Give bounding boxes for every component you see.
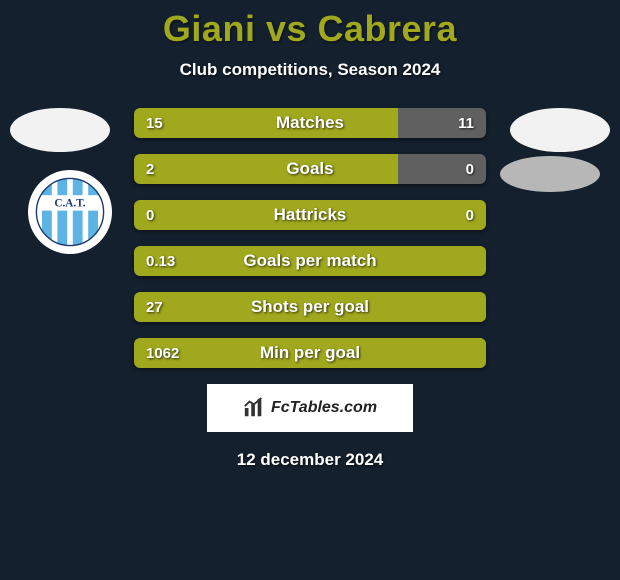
club-initials: C.A.T. (54, 197, 85, 209)
stat-label: Shots per goal (134, 292, 486, 322)
stat-value-left: 1062 (134, 338, 191, 368)
stat-row: Goals per match0.13 (134, 246, 486, 276)
bar-container: Matches1511Goals20Hattricks00Goals per m… (134, 108, 486, 368)
branding-text: FcTables.com (271, 399, 377, 417)
stat-value-left: 0 (134, 200, 166, 230)
stat-value-left: 15 (134, 108, 175, 138)
page-title: Giani vs Cabrera (0, 0, 620, 50)
stat-row: Matches15 11 (134, 108, 486, 138)
stat-value-left: 27 (134, 292, 175, 322)
stat-label: Hattricks (134, 200, 486, 230)
date-text: 12 december 2024 (0, 450, 620, 470)
stat-value-right: 0 (454, 154, 486, 184)
stat-label: Goals (134, 154, 486, 184)
club-badge: C.A.T. (28, 170, 112, 254)
stat-value-right: 11 (446, 108, 486, 138)
stat-row: Shots per goal27 (134, 292, 486, 322)
chart-icon (243, 397, 265, 419)
stat-label: Matches (134, 108, 486, 138)
branding-box: FcTables.com (207, 384, 413, 432)
stat-value-left: 0.13 (134, 246, 187, 276)
player-left-oval (10, 108, 110, 152)
stat-value-right: 0 (454, 200, 486, 230)
club-crest-icon: C.A.T. (35, 177, 105, 247)
stat-row: Hattricks0 0 (134, 200, 486, 230)
stat-row: Goals2 0 (134, 154, 486, 184)
player-right-oval (510, 108, 610, 152)
subtitle: Club competitions, Season 2024 (0, 60, 620, 80)
comparison-chart: C.A.T. Matches1511Goals20Hattricks00Goal… (0, 108, 620, 368)
player-right-secondary-oval (500, 156, 600, 192)
stat-row: Min per goal1062 (134, 338, 486, 368)
stat-value-left: 2 (134, 154, 166, 184)
